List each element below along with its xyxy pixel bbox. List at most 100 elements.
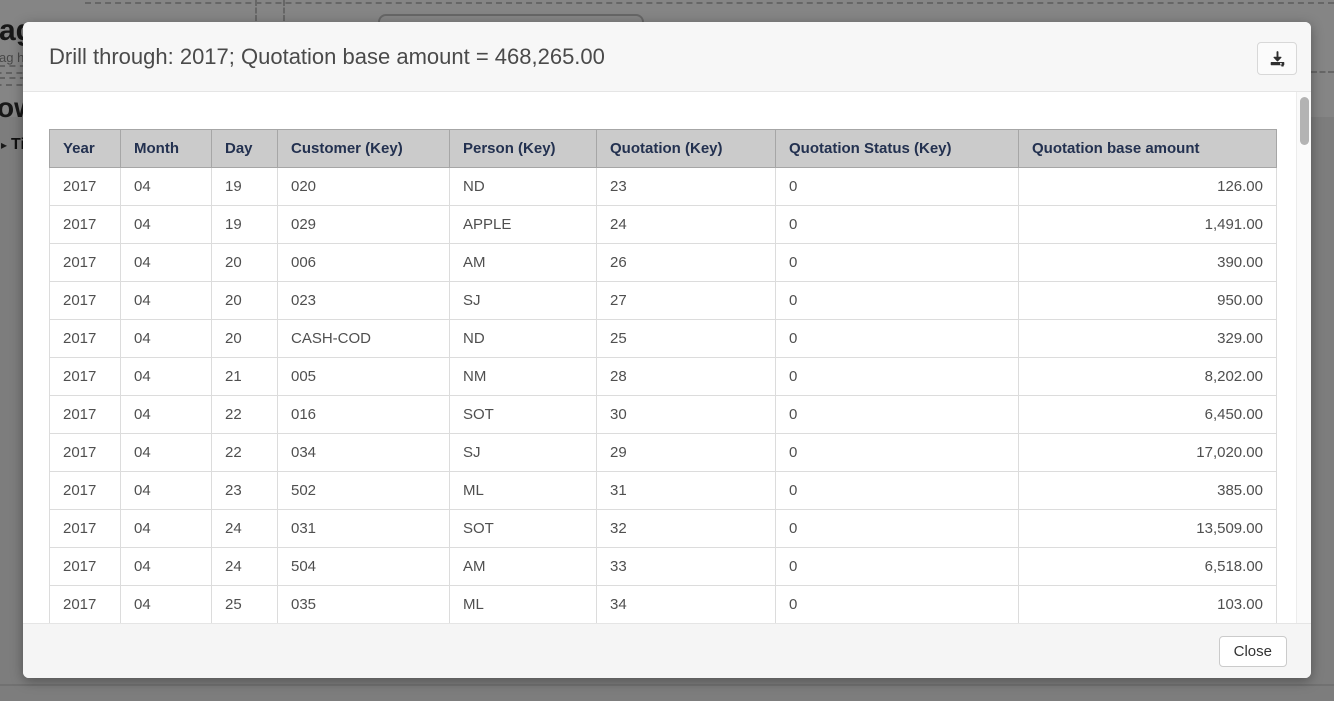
drill-through-dialog: Drill through: 2017; Quotation base amou… bbox=[23, 22, 1311, 678]
cell-day: 20 bbox=[211, 243, 278, 282]
cell-person-key: AM bbox=[449, 243, 597, 282]
table-row: 2017 04 19 020 ND 23 0 126.00 bbox=[49, 167, 1277, 206]
cell-customer-key: 031 bbox=[277, 509, 450, 548]
cell-quotation-key: 23 bbox=[596, 167, 776, 206]
table-row: 2017 04 24 031 SOT 32 0 13,509.00 bbox=[49, 509, 1277, 548]
cell-customer-key: 005 bbox=[277, 357, 450, 396]
cell-quotation-key: 27 bbox=[596, 281, 776, 320]
cell-quotation-base-amount: 6,450.00 bbox=[1018, 395, 1277, 434]
cell-year: 2017 bbox=[49, 319, 121, 358]
column-header-month: Month bbox=[120, 129, 212, 168]
cell-day: 22 bbox=[211, 433, 278, 472]
cell-quotation-base-amount: 390.00 bbox=[1018, 243, 1277, 282]
background-hint-fragment: ag h bbox=[0, 50, 25, 65]
cell-year: 2017 bbox=[49, 547, 121, 586]
cell-quotation-base-amount: 13,509.00 bbox=[1018, 509, 1277, 548]
cell-month: 04 bbox=[120, 471, 212, 510]
cell-month: 04 bbox=[120, 205, 212, 244]
cell-customer-key: 034 bbox=[277, 433, 450, 472]
cell-quotation-key: 26 bbox=[596, 243, 776, 282]
cell-person-key: APPLE bbox=[449, 205, 597, 244]
background-dropzone-border bbox=[255, 0, 257, 21]
cell-customer-key: 016 bbox=[277, 395, 450, 434]
cell-quotation-status-key: 0 bbox=[775, 547, 1019, 586]
cell-quotation-base-amount: 1,491.00 bbox=[1018, 205, 1277, 244]
cell-day: 24 bbox=[211, 509, 278, 548]
column-header-day: Day bbox=[211, 129, 278, 168]
cell-customer-key: 035 bbox=[277, 585, 450, 623]
cell-quotation-status-key: 0 bbox=[775, 205, 1019, 244]
cell-quotation-base-amount: 950.00 bbox=[1018, 281, 1277, 320]
cell-quotation-key: 33 bbox=[596, 547, 776, 586]
cell-person-key: SOT bbox=[449, 395, 597, 434]
cell-day: 24 bbox=[211, 547, 278, 586]
table-row: 2017 04 23 502 ML 31 0 385.00 bbox=[49, 471, 1277, 510]
export-button[interactable] bbox=[1257, 42, 1297, 75]
cell-customer-key: 029 bbox=[277, 205, 450, 244]
column-header-quotation-status-key: Quotation Status (Key) bbox=[775, 129, 1019, 168]
cell-year: 2017 bbox=[49, 167, 121, 206]
cell-quotation-status-key: 0 bbox=[775, 471, 1019, 510]
cell-year: 2017 bbox=[49, 357, 121, 396]
cell-month: 04 bbox=[120, 319, 212, 358]
cell-day: 23 bbox=[211, 471, 278, 510]
scrollbar-thumb[interactable] bbox=[1300, 97, 1309, 145]
cell-quotation-key: 30 bbox=[596, 395, 776, 434]
cell-quotation-status-key: 0 bbox=[775, 167, 1019, 206]
cell-quotation-base-amount: 8,202.00 bbox=[1018, 357, 1277, 396]
cell-person-key: SJ bbox=[449, 281, 597, 320]
cell-quotation-key: 31 bbox=[596, 471, 776, 510]
cell-person-key: ND bbox=[449, 167, 597, 206]
column-header-customer-key: Customer (Key) bbox=[277, 129, 450, 168]
cell-day: 21 bbox=[211, 357, 278, 396]
table-row: 2017 04 20 CASH-COD ND 25 0 329.00 bbox=[49, 319, 1277, 358]
cell-quotation-key: 34 bbox=[596, 585, 776, 623]
background-divider bbox=[0, 684, 1334, 686]
column-header-year: Year bbox=[49, 129, 121, 168]
background-dropzone-border bbox=[85, 2, 1334, 4]
cell-quotation-key: 25 bbox=[596, 319, 776, 358]
cell-quotation-status-key: 0 bbox=[775, 585, 1019, 623]
table-row: 2017 04 19 029 APPLE 24 0 1,491.00 bbox=[49, 205, 1277, 244]
close-button[interactable]: Close bbox=[1218, 635, 1287, 667]
cell-quotation-status-key: 0 bbox=[775, 357, 1019, 396]
cell-month: 04 bbox=[120, 281, 212, 320]
cell-person-key: NM bbox=[449, 357, 597, 396]
download-icon bbox=[1270, 51, 1284, 67]
vertical-scrollbar[interactable] bbox=[1296, 92, 1311, 623]
cell-year: 2017 bbox=[49, 243, 121, 282]
cell-customer-key: 502 bbox=[277, 471, 450, 510]
cell-quotation-base-amount: 103.00 bbox=[1018, 585, 1277, 623]
table-header: Year Month Day Customer (Key) Person (Ke… bbox=[49, 129, 1277, 168]
cell-quotation-status-key: 0 bbox=[775, 433, 1019, 472]
cell-quotation-key: 28 bbox=[596, 357, 776, 396]
cell-quotation-base-amount: 385.00 bbox=[1018, 471, 1277, 510]
dialog-footer: Close bbox=[23, 623, 1311, 678]
cell-day: 19 bbox=[211, 167, 278, 206]
cell-person-key: ML bbox=[449, 585, 597, 623]
cell-day: 25 bbox=[211, 585, 278, 623]
cell-day: 19 bbox=[211, 205, 278, 244]
background-nav-label: Ti bbox=[11, 136, 25, 153]
cell-person-key: SOT bbox=[449, 509, 597, 548]
dialog-title: Drill through: 2017; Quotation base amou… bbox=[49, 43, 605, 69]
column-header-quotation-base-amount: Quotation base amount bbox=[1018, 129, 1277, 168]
cell-quotation-key: 32 bbox=[596, 509, 776, 548]
cell-customer-key: 006 bbox=[277, 243, 450, 282]
cell-person-key: SJ bbox=[449, 433, 597, 472]
cell-quotation-key: 29 bbox=[596, 433, 776, 472]
cell-year: 2017 bbox=[49, 205, 121, 244]
table-row: 2017 04 22 034 SJ 29 0 17,020.00 bbox=[49, 433, 1277, 472]
cell-quotation-base-amount: 6,518.00 bbox=[1018, 547, 1277, 586]
table-body: 2017 04 19 020 ND 23 0 126.00 2017 04 19… bbox=[49, 167, 1277, 623]
cell-person-key: AM bbox=[449, 547, 597, 586]
cell-day: 20 bbox=[211, 319, 278, 358]
background-dropzone-border bbox=[1311, 71, 1334, 73]
background-dropzone-border bbox=[283, 0, 285, 21]
cell-month: 04 bbox=[120, 509, 212, 548]
cell-year: 2017 bbox=[49, 433, 121, 472]
cell-quotation-status-key: 0 bbox=[775, 243, 1019, 282]
cell-person-key: ND bbox=[449, 319, 597, 358]
cell-quotation-status-key: 0 bbox=[775, 281, 1019, 320]
